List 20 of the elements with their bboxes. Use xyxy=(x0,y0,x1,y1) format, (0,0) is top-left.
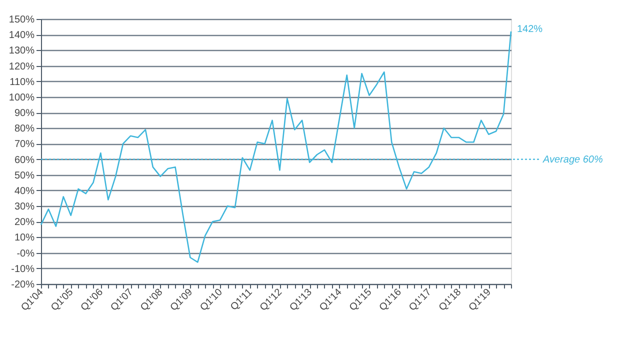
text: 142% xyxy=(517,24,543,35)
y-tick-label: 90% xyxy=(14,108,35,120)
y-tick-label: 140% xyxy=(8,30,35,42)
y-tick-label: 10% xyxy=(14,232,35,244)
y-tick-label: -0% xyxy=(16,248,35,260)
y-tick-label: 20% xyxy=(14,217,35,228)
y-tick-label: 110% xyxy=(10,76,35,88)
y-tick-label: 150% xyxy=(8,14,35,26)
y-tick-label: 100% xyxy=(8,92,35,104)
y-tick-label: 120% xyxy=(8,61,35,72)
y-tick-label: 50% xyxy=(14,170,35,182)
y-tick-label: -10% xyxy=(11,264,35,275)
ref-line-label: Average 60% xyxy=(542,154,603,166)
y-tick-label: -20% xyxy=(11,280,35,290)
y-tick-label: 40% xyxy=(14,186,35,197)
y-tick-label: 60% xyxy=(14,154,35,166)
y-tick-label: 130% xyxy=(8,46,35,57)
y-tick-label: 70% xyxy=(14,139,35,150)
y-tick-label: 30% xyxy=(14,202,35,213)
y-tick-label: 80% xyxy=(14,124,35,135)
